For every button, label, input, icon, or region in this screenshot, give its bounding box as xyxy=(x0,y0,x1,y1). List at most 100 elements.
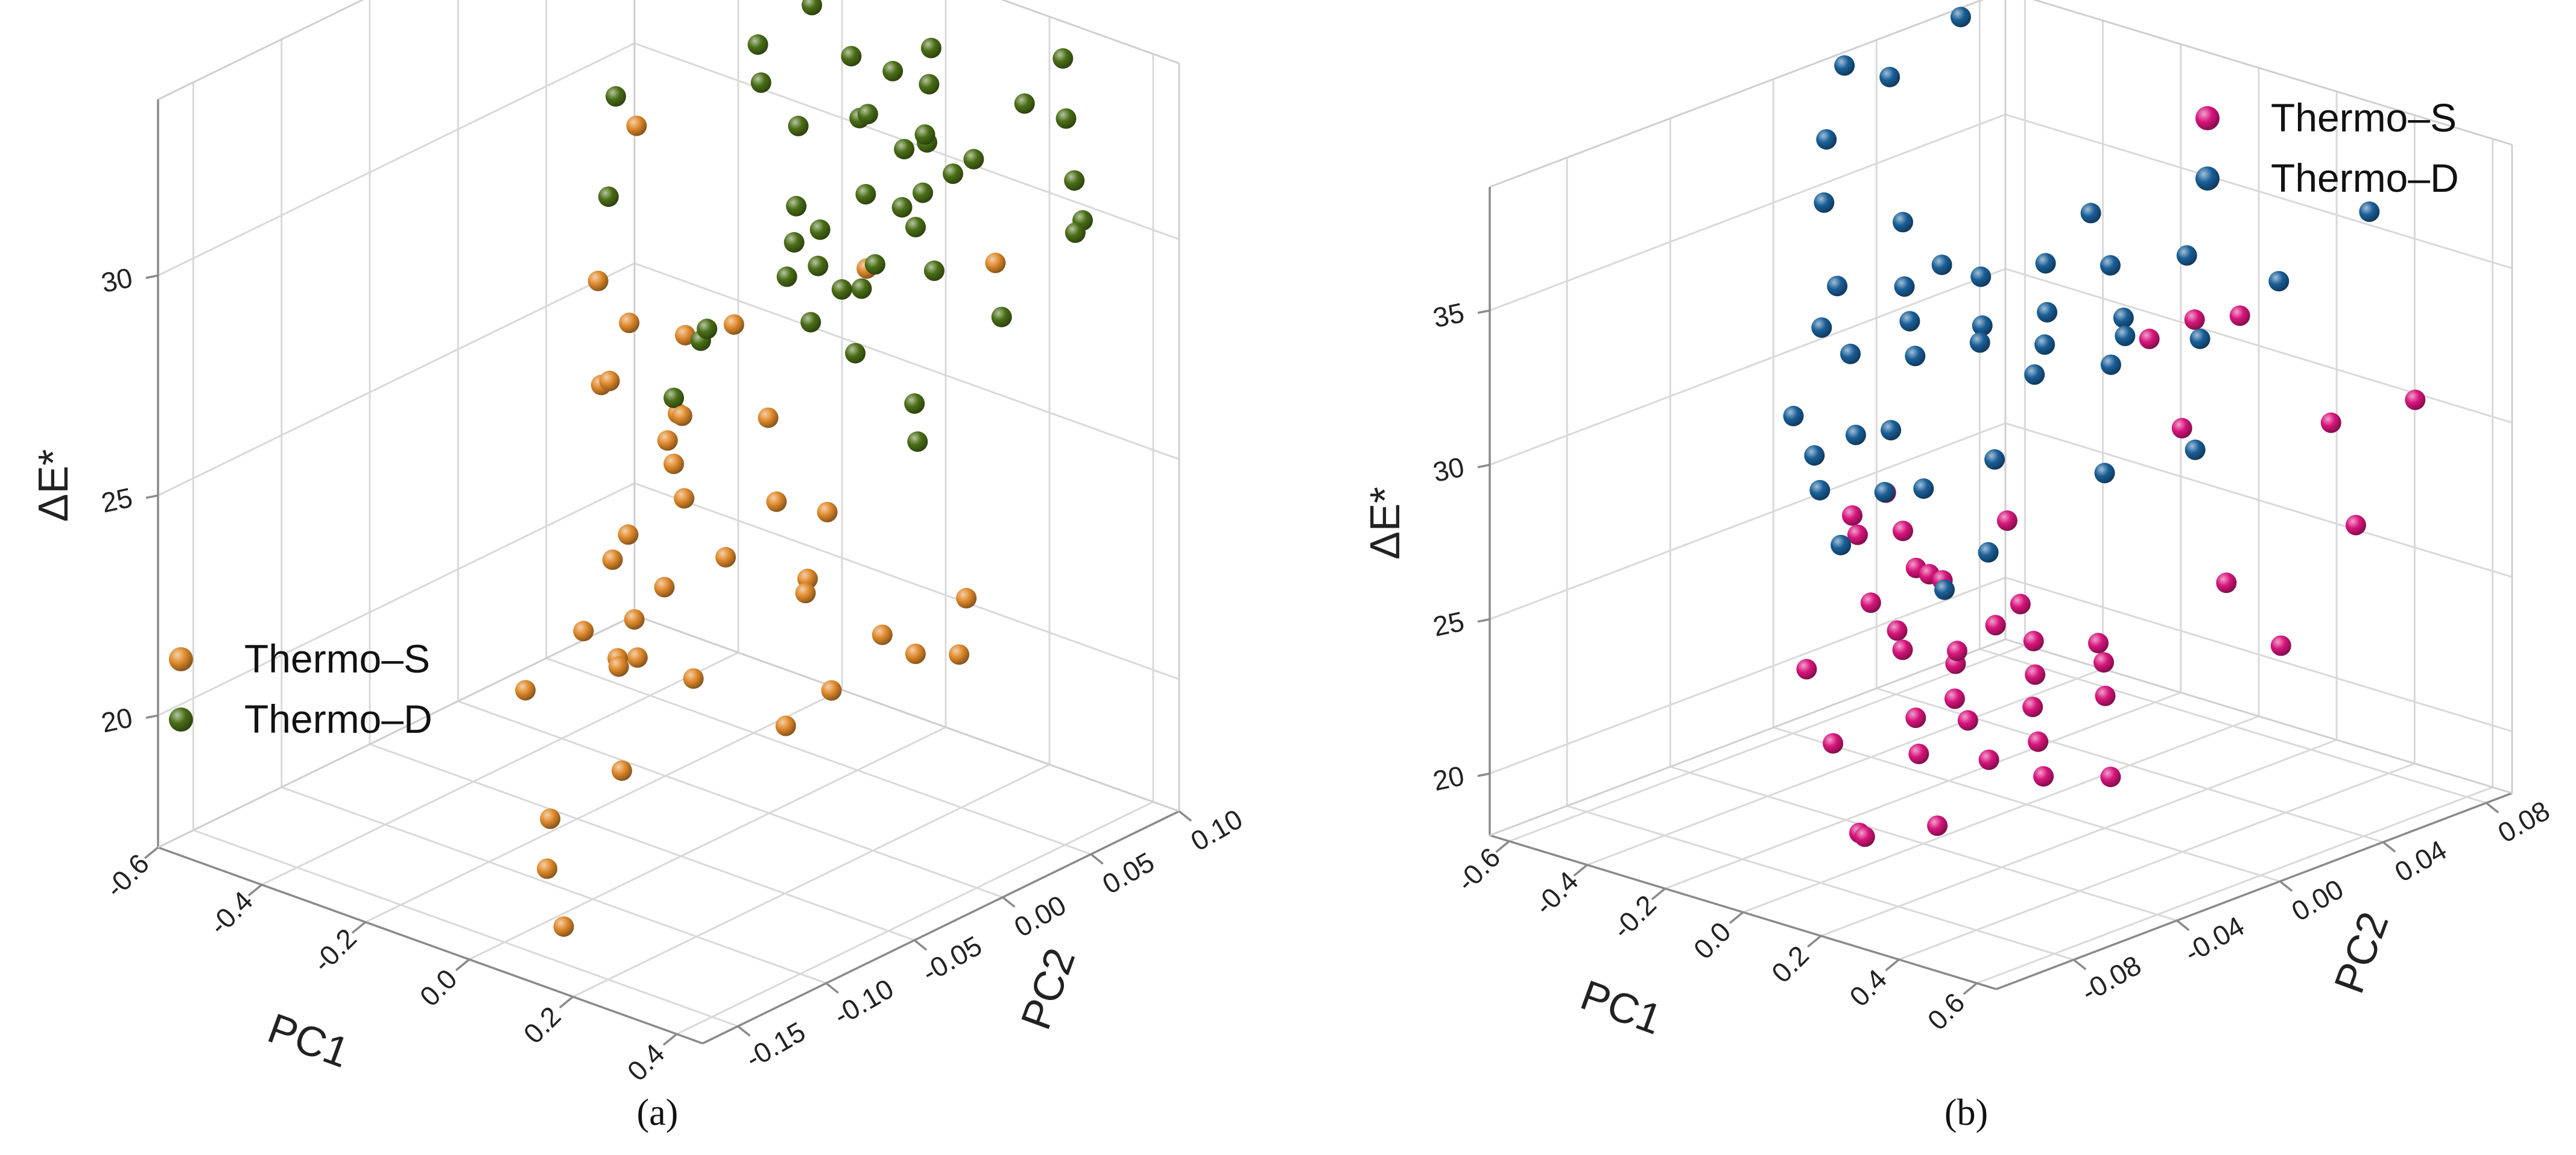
sidewall-gridline-z xyxy=(157,42,635,277)
floor-gridline-y xyxy=(369,743,915,941)
y-axis-title: PC2 xyxy=(2325,906,2397,999)
backwall-gridline-z xyxy=(2005,577,2513,733)
data-point-thermo-s xyxy=(540,808,561,829)
floor-gridline-x xyxy=(1665,691,2182,890)
z-tick-label: 20 xyxy=(98,701,135,739)
data-point-thermo-d xyxy=(904,393,925,414)
y-tick-label: 0.04 xyxy=(2389,834,2452,888)
data-point-thermo-d xyxy=(1881,420,1902,441)
data-point-thermo-d xyxy=(2189,328,2210,349)
data-point-thermo-d xyxy=(905,217,926,238)
data-point-thermo-d xyxy=(809,219,831,240)
z-tick-mark xyxy=(1477,309,1490,314)
floor-gridline-y xyxy=(1566,805,2074,961)
floor-gridline-y xyxy=(193,829,739,1027)
z-tick-label: 25 xyxy=(1430,606,1467,643)
y-axis-line xyxy=(1996,792,2513,990)
y-tick-mark xyxy=(2279,880,2293,892)
floor-gridline-x xyxy=(1898,762,2415,961)
data-point-thermo-s xyxy=(2010,593,2031,615)
data-point-thermo-d xyxy=(1913,478,1934,499)
data-point-thermo-s xyxy=(626,115,647,136)
data-point-thermo-d xyxy=(845,343,866,364)
data-point-thermo-d xyxy=(1893,212,1913,233)
data-point-thermo-d xyxy=(1879,66,1900,87)
data-point-thermo-d xyxy=(1065,222,1086,243)
data-point-thermo-s xyxy=(775,715,796,736)
data-point-thermo-s xyxy=(1957,710,1978,731)
z-axis-title: ΔE* xyxy=(30,449,77,522)
data-point-thermo-s xyxy=(905,644,926,664)
x-tick-mark xyxy=(662,1033,678,1046)
x-tick-mark xyxy=(1573,864,1588,877)
data-point-thermo-d xyxy=(786,195,807,217)
x-tick-mark xyxy=(1885,958,1900,972)
box-top-edge xyxy=(157,0,364,101)
data-point-thermo-s xyxy=(2100,767,2121,788)
sidewall-gridline-z xyxy=(157,262,635,496)
floor-gridline-x xyxy=(469,726,946,961)
data-point-thermo-s xyxy=(1892,639,1913,660)
data-point-thermo-d xyxy=(907,431,928,452)
data-point-thermo-s xyxy=(599,370,620,391)
floor-gridline-x xyxy=(1742,715,2259,913)
data-point-thermo-s xyxy=(1927,815,1948,836)
data-point-thermo-s xyxy=(1842,505,1862,526)
data-point-thermo-s xyxy=(1908,744,1929,764)
data-point-thermo-d xyxy=(2115,325,2136,346)
data-point-thermo-d xyxy=(894,139,915,160)
x-axis-title: PC1 xyxy=(262,1004,355,1077)
x-tick-mark xyxy=(455,958,470,972)
data-point-thermo-d xyxy=(788,115,809,136)
floor-edge xyxy=(1489,638,2006,837)
data-point-thermo-s xyxy=(624,609,645,630)
data-point-thermo-d xyxy=(857,104,878,125)
data-point-thermo-d xyxy=(2034,334,2055,355)
x-axis-line xyxy=(157,846,703,1045)
data-point-thermo-d xyxy=(1783,405,1804,426)
data-point-thermo-d xyxy=(2100,255,2121,276)
data-point-thermo-s xyxy=(1860,592,1881,613)
data-point-thermo-d xyxy=(1978,542,1999,563)
data-point-thermo-d xyxy=(1905,346,1926,367)
floor-gridline-y xyxy=(1669,765,2177,922)
legend-label-thermo-d: Thermo–D xyxy=(244,697,432,741)
y-tick-mark xyxy=(1090,853,1104,865)
data-point-thermo-d xyxy=(1827,276,1848,297)
x-tick-label: 0.6 xyxy=(1921,987,1970,1036)
data-point-thermo-s xyxy=(1796,659,1817,680)
chart-panel-a: -0.6-0.4-0.20.00.20.4 -0.15-0.10-0.050.00… xyxy=(30,0,1248,1133)
floor-gridline-y xyxy=(1773,726,2280,882)
data-point-thermo-s xyxy=(1887,620,1908,641)
x-tick-mark xyxy=(1651,887,1666,900)
data-point-thermo-s xyxy=(1985,615,2006,636)
data-point-thermo-d xyxy=(1809,479,1831,501)
y-tick-label: -0.10 xyxy=(828,973,899,1031)
data-point-thermo-d xyxy=(2185,439,2206,460)
data-point-thermo-s xyxy=(2028,731,2049,752)
data-point-thermo-d xyxy=(913,182,933,203)
z-tick-label: 35 xyxy=(1430,297,1467,334)
x-tick-mark xyxy=(1495,840,1510,853)
data-point-thermo-s xyxy=(608,656,629,677)
x-tick-label: 0.2 xyxy=(1765,939,1815,989)
legend-label-thermo-d: Thermo–D xyxy=(2271,156,2459,200)
y-tick-label: -0.05 xyxy=(917,929,987,988)
y-tick-mark xyxy=(737,1025,751,1037)
data-point-thermo-s xyxy=(2229,305,2250,326)
data-point-thermo-d xyxy=(1894,276,1915,297)
x-tick-mark xyxy=(559,996,574,1008)
data-point-thermo-s xyxy=(1996,510,2017,531)
data-point-thermo-d xyxy=(851,278,872,299)
x-tick-label: 0.0 xyxy=(414,963,463,1012)
data-point-thermo-d xyxy=(991,306,1012,328)
z-axis-title: ΔE* xyxy=(1361,487,1408,560)
data-point-thermo-s xyxy=(2025,664,2046,685)
x-tick-mark xyxy=(247,884,263,897)
data-point-thermo-d xyxy=(2100,354,2121,375)
data-point-thermo-d xyxy=(919,74,940,95)
floor-edge xyxy=(2005,638,2513,794)
sidewall-gridline-z xyxy=(1489,422,2006,621)
data-point-thermo-d xyxy=(1811,317,1832,338)
floor-gridline-y xyxy=(457,700,1003,899)
